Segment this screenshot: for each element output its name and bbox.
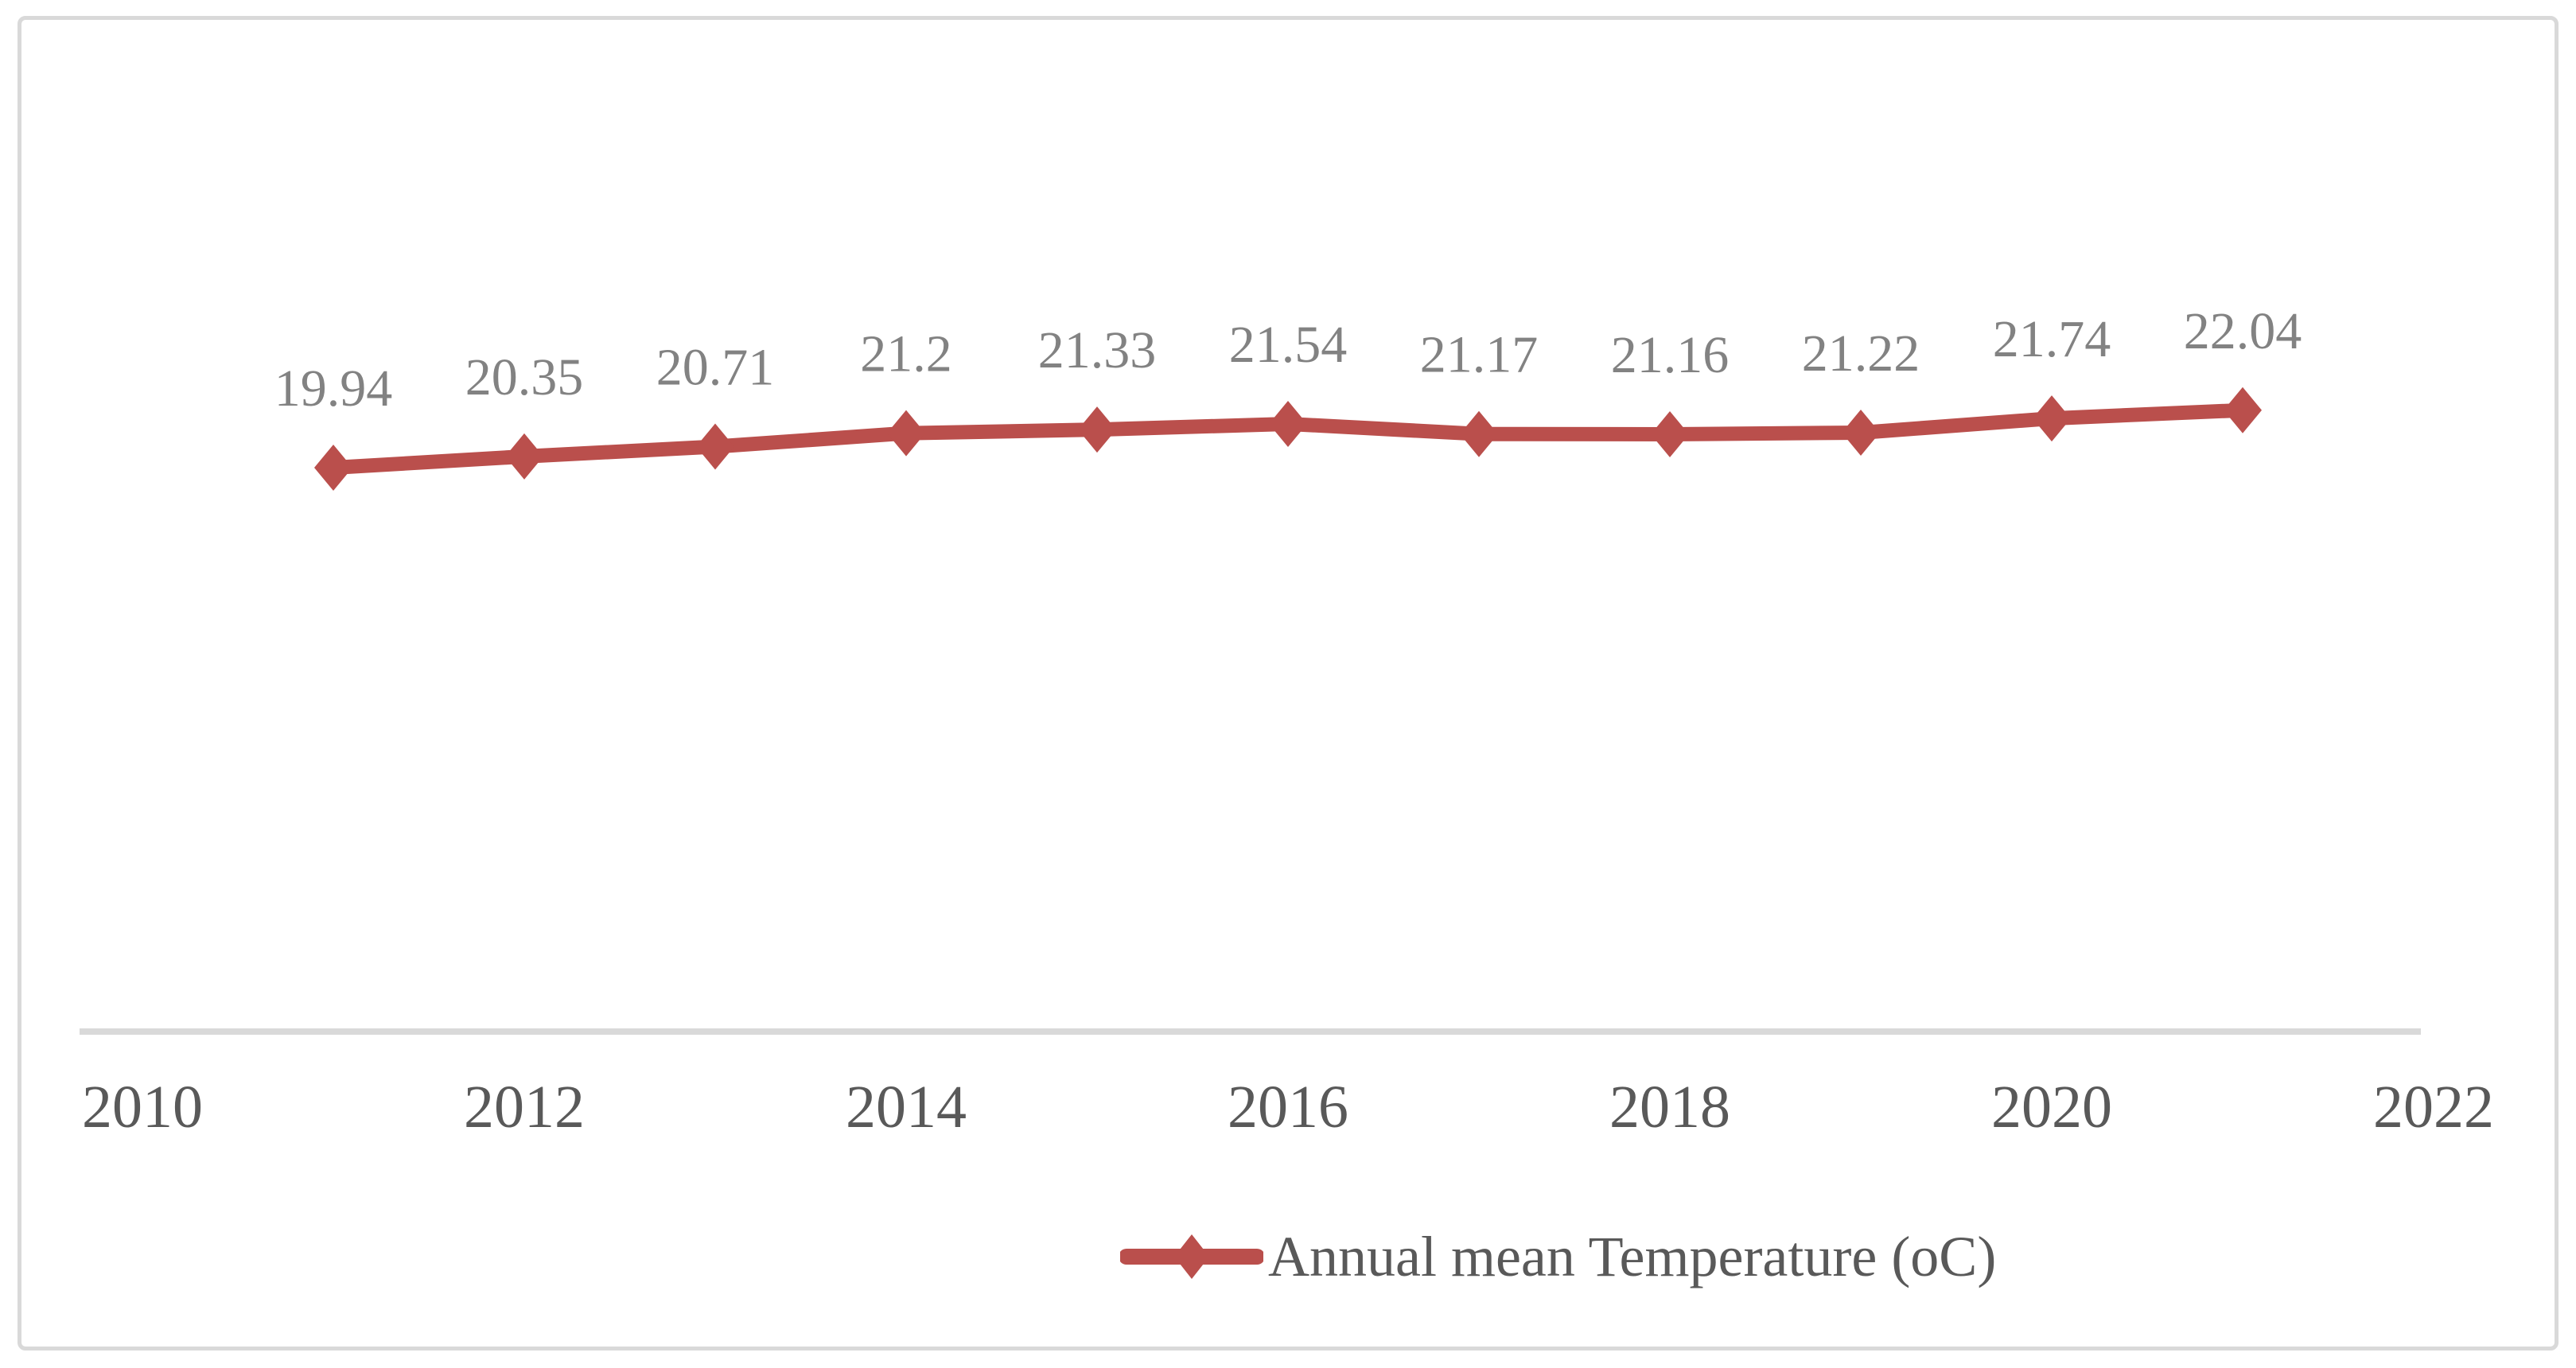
x-tick-label: 2010 xyxy=(82,1074,203,1141)
data-point-label: 20.35 xyxy=(465,348,584,406)
legend: Annual mean Temperature (oC) xyxy=(1120,1215,1996,1298)
x-tick-label: 2014 xyxy=(846,1074,967,1141)
data-point-marker xyxy=(696,423,734,470)
legend-label: Annual mean Temperature (oC) xyxy=(1268,1225,1997,1288)
data-point-marker xyxy=(1651,411,1689,458)
data-point-label: 21.16 xyxy=(1611,326,1730,384)
data-point-marker xyxy=(1460,410,1498,457)
data-point-label: 22.04 xyxy=(2184,302,2302,360)
x-tick-label: 2016 xyxy=(1228,1074,1348,1141)
data-point-label: 21.22 xyxy=(1802,325,1920,383)
x-tick-label: 2018 xyxy=(1609,1074,1730,1141)
data-point-marker xyxy=(314,445,352,491)
data-point-label: 20.71 xyxy=(656,339,775,397)
data-point-label: 21.54 xyxy=(1229,316,1348,374)
data-point-label: 21.2 xyxy=(860,325,952,383)
data-point-label: 19.94 xyxy=(274,359,393,418)
x-tick-label: 2020 xyxy=(1991,1074,2112,1141)
x-tick-label: 2022 xyxy=(2373,1074,2494,1141)
legend-line-diamond-icon xyxy=(1120,1234,1263,1279)
data-point-marker xyxy=(887,410,925,457)
legend-diamond xyxy=(1174,1234,1209,1279)
data-point-marker xyxy=(1842,409,1880,456)
data-point-marker xyxy=(1269,400,1307,447)
data-point-label: 21.33 xyxy=(1038,321,1157,379)
data-point-label: 21.17 xyxy=(1420,326,1539,384)
data-point-label: 21.74 xyxy=(1993,310,2111,368)
x-tick-label: 2012 xyxy=(464,1074,585,1141)
data-point-marker xyxy=(505,433,543,480)
data-point-marker xyxy=(2033,395,2071,442)
data-point-marker xyxy=(1078,406,1116,453)
data-point-marker xyxy=(2224,387,2262,433)
